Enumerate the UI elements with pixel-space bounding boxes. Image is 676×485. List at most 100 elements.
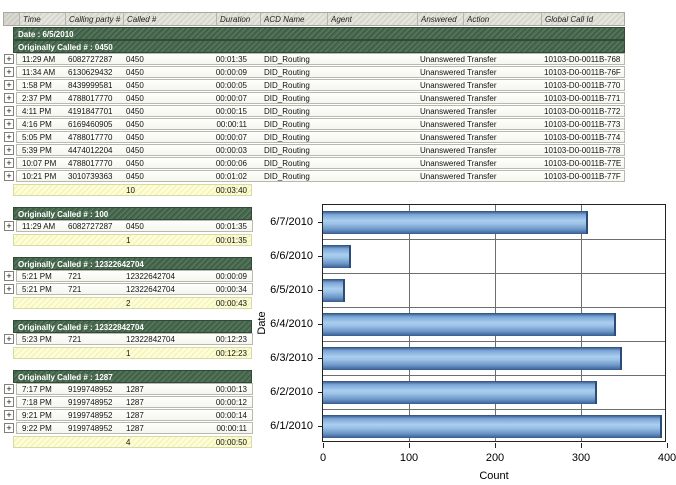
chart-bar-6-7-2010[interactable]	[323, 210, 588, 234]
expand-row-button[interactable]: +	[4, 284, 14, 294]
y-axis-tick	[318, 256, 323, 257]
cell-time: 7:18 PM	[22, 398, 52, 407]
chart-bar-6-3-2010[interactable]	[323, 346, 623, 370]
chart-bar-6-1-2010[interactable]	[323, 414, 662, 438]
table-row[interactable]: 5:39 PM 4474012204 0450 00:00:03 DID_Routing…	[16, 144, 625, 156]
table-row[interactable]: 5:23 PM 721 12322842704 00:12:23	[16, 333, 253, 345]
column-header-calling-party-[interactable]: Calling party #	[65, 13, 123, 25]
column-header-global-call-id[interactable]: Global Call Id	[541, 13, 626, 25]
expand-row-button[interactable]: +	[4, 397, 14, 407]
expand-row-button[interactable]: +	[4, 132, 14, 142]
cell-action: Transfer	[467, 146, 497, 155]
cell-global-call-id: 10103-D0-0011B-76F	[544, 68, 621, 77]
group-summary-row: 2 00:00:43	[13, 297, 252, 309]
expand-row-button[interactable]: +	[4, 145, 14, 155]
chart-bar-6-5-2010[interactable]	[323, 278, 346, 302]
cell-time: 5:21 PM	[22, 272, 52, 281]
cell-called-number: 0450	[126, 107, 144, 116]
originally-called-group-header[interactable]: Originally Called # : 1287	[13, 370, 252, 383]
chart-bar-6-6-2010[interactable]	[323, 244, 351, 268]
column-header-expand[interactable]	[4, 13, 19, 25]
y-axis-tick	[318, 324, 323, 325]
cell-called-number: 0450	[126, 146, 144, 155]
cell-global-call-id: 10103-D0-0011B-770	[544, 81, 621, 90]
table-row[interactable]: 7:18 PM 9199748952 1287 00:00:12	[16, 396, 253, 408]
cell-answered: Unanswered	[420, 68, 465, 77]
cell-time: 5:39 PM	[22, 146, 52, 155]
column-header-time[interactable]: Time	[19, 13, 65, 25]
table-row[interactable]: 9:22 PM 9199748952 1287 00:00:11	[16, 422, 253, 434]
table-row[interactable]: 1:58 PM 8439999581 0450 00:00:05 DID_Routing…	[16, 79, 625, 91]
horizontal-gridline	[323, 341, 665, 342]
y-axis-tick	[318, 222, 323, 223]
column-header-agent[interactable]: Agent	[327, 13, 417, 25]
cell-action: Transfer	[467, 68, 497, 77]
chart-bar-6-4-2010[interactable]	[323, 312, 617, 336]
cell-calling-party: 4788017770	[68, 133, 113, 142]
table-row[interactable]: 5:05 PM 4788017770 0450 00:00:07 DID_Routing…	[16, 131, 625, 143]
cell-duration: 00:00:09	[215, 68, 247, 77]
chart-bar-6-2-2010[interactable]	[323, 380, 598, 404]
originally-called-group-header[interactable]: Originally Called # : 100	[13, 207, 252, 220]
cell-time: 9:21 PM	[22, 411, 52, 420]
column-header-acd-name[interactable]: ACD Name	[260, 13, 327, 25]
table-row[interactable]: 7:17 PM 9199748952 1287 00:00:13	[16, 383, 253, 395]
cell-calling-party: 721	[68, 285, 82, 294]
table-row[interactable]: 10:21 PM 3010739363 0450 00:01:02 DID_Routin…	[16, 170, 625, 182]
cell-calling-party: 3010739363	[68, 172, 113, 181]
expand-row-button[interactable]: +	[4, 271, 14, 281]
cell-action: Transfer	[467, 107, 497, 116]
date-group-header[interactable]: Date : 6/5/2010	[13, 27, 625, 40]
column-header-duration[interactable]: Duration	[216, 13, 260, 25]
originally-called-group-header[interactable]: Originally Called # : 0450	[13, 40, 625, 53]
table-row[interactable]: 11:34 AM 6130629432 0450 00:00:09 DID_Routin…	[16, 66, 625, 78]
expand-row-button[interactable]: +	[4, 54, 14, 64]
cell-action: Transfer	[467, 94, 497, 103]
table-row[interactable]: 11:29 AM 6082727287 0450 00:01:35 DID_Routin…	[16, 53, 625, 65]
expand-row-button[interactable]: +	[4, 423, 14, 433]
expand-row-button[interactable]: +	[4, 67, 14, 77]
summary-call-count: 4	[126, 438, 131, 447]
table-row[interactable]: 11:29 AM 6082727287 0450 00:01:35	[16, 220, 253, 232]
cell-called-number: 0450	[126, 81, 144, 90]
table-row[interactable]: 10:07 PM 4788017770 0450 00:00:06 DID_Routin…	[16, 157, 625, 169]
expand-row-button[interactable]: +	[4, 221, 14, 231]
table-row[interactable]: 5:21 PM 721 12322642704 00:00:09	[16, 270, 253, 282]
table-row[interactable]: 4:11 PM 4191847701 0450 00:00:15 DID_Routing…	[16, 105, 625, 117]
call-group: Originally Called # : 12322642704 +5:21 P…	[3, 257, 625, 309]
call-groups: Originally Called # : 0450 +11:29 AM 60827…	[3, 40, 625, 448]
x-axis-label: 0	[319, 452, 327, 464]
originally-called-group-header[interactable]: Originally Called # : 12322642704	[13, 257, 252, 270]
table-row[interactable]: 4:16 PM 6169460905 0450 00:00:11 DID_Routing…	[16, 118, 625, 130]
column-header-called-[interactable]: Called #	[123, 13, 216, 25]
cell-acd-name: DID_Routing	[264, 68, 310, 77]
expand-row-button[interactable]: +	[4, 106, 14, 116]
expand-row-button[interactable]: +	[4, 171, 14, 181]
cell-duration: 00:00:11	[216, 424, 247, 433]
cell-calling-party: 4474012204	[68, 146, 113, 155]
cell-duration: 00:00:06	[215, 159, 247, 168]
y-axis-label: 6/1/2010	[270, 420, 313, 432]
expand-row-button[interactable]: +	[4, 93, 14, 103]
column-header-action[interactable]: Action	[463, 13, 541, 25]
cell-action: Transfer	[467, 81, 497, 90]
cell-acd-name: DID_Routing	[264, 172, 310, 181]
table-row[interactable]: 5:21 PM 721 12322642704 00:00:34	[16, 283, 253, 295]
cell-called-number: 0450	[126, 133, 144, 142]
expand-row-button[interactable]: +	[4, 410, 14, 420]
expand-row-button[interactable]: +	[4, 119, 14, 129]
column-header-answered[interactable]: Answered	[417, 13, 463, 25]
y-axis-label: 6/6/2010	[270, 250, 313, 262]
horizontal-gridline	[323, 375, 665, 376]
cell-calling-party: 4191847701	[68, 107, 113, 116]
originally-called-group-header[interactable]: Originally Called # : 12322842704	[13, 320, 252, 333]
call-group: Originally Called # : 12322842704 +5:23 P…	[3, 320, 625, 359]
expand-row-button[interactable]: +	[4, 80, 14, 90]
table-row[interactable]: 2:37 PM 4788017770 0450 00:00:07 DID_Routing…	[16, 92, 625, 104]
expand-row-button[interactable]: +	[4, 158, 14, 168]
expand-row-button[interactable]: +	[4, 334, 14, 344]
x-axis-label: 100	[399, 452, 419, 464]
cell-duration: 00:01:35	[215, 222, 247, 231]
table-row[interactable]: 9:21 PM 9199748952 1287 00:00:14	[16, 409, 253, 421]
expand-row-button[interactable]: +	[4, 384, 14, 394]
